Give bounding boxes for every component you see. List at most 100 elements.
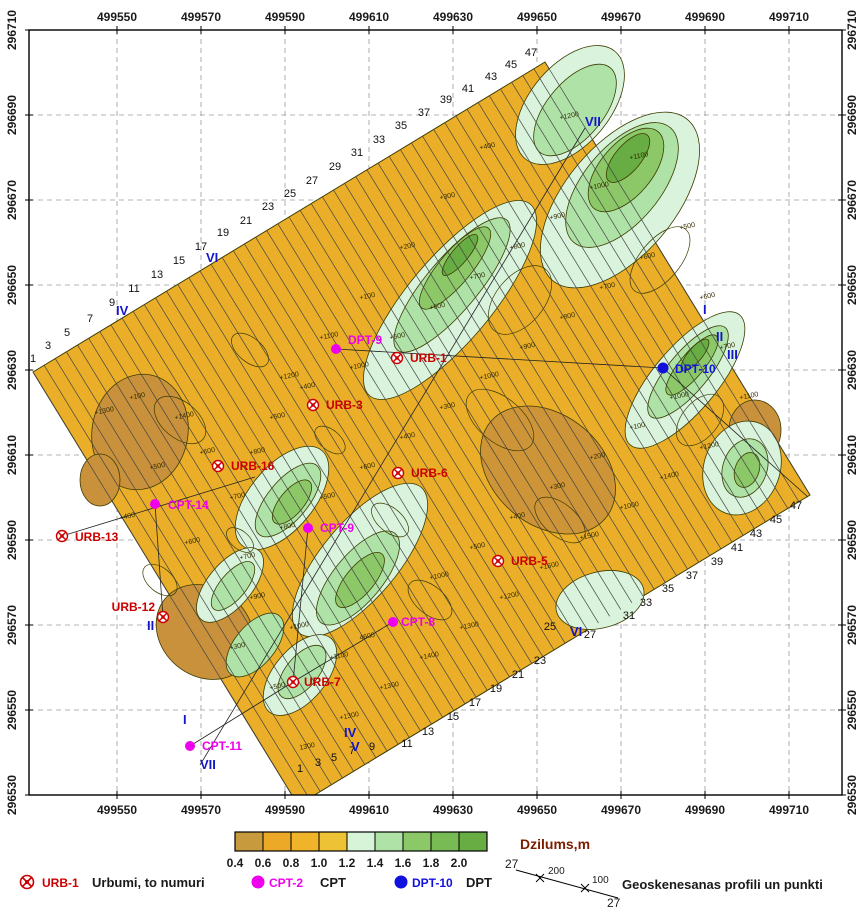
edge-number: 13 (151, 269, 163, 281)
micro-label: +400 (299, 382, 316, 392)
y-axis-label-right: 296530 (845, 775, 859, 815)
micro-label: +100 (629, 422, 646, 432)
plot-border (28, 29, 843, 796)
edge-number: 31 (351, 147, 363, 159)
micro-label: +500 (149, 462, 166, 472)
cpt-marker-icon (388, 617, 398, 627)
edge-number: 47 (525, 47, 537, 59)
colorbar-tick-label: 0.6 (255, 856, 272, 870)
cpt-marker-icon (303, 523, 313, 533)
x-axis-label-bottom: 499550 (97, 803, 137, 817)
micro-label: +600 (429, 302, 446, 312)
roman-numeral: VII (585, 114, 601, 129)
edge-number: 45 (505, 59, 517, 71)
connector-line (335, 348, 664, 369)
connector-line (662, 367, 809, 498)
profile-line (132, 311, 399, 745)
roman-numeral: II (716, 329, 723, 344)
edge-number: 37 (686, 570, 698, 582)
x-axis-label-top: 499690 (685, 10, 725, 24)
x-axis-label-bottom: 499630 (433, 803, 473, 817)
marker-label: DPT-9 (348, 333, 382, 347)
urb-marker-icon (211, 459, 225, 473)
colorbar-cell (234, 831, 264, 852)
colorbar-tick-label: 1.0 (311, 856, 328, 870)
y-axis-label-right: 296630 (845, 350, 859, 390)
marker-label: URB-5 (511, 554, 548, 568)
geoscan-profile-lines (32, 61, 811, 795)
profile-line (144, 304, 410, 738)
edge-number: 33 (373, 134, 385, 146)
micro-label: 4600 (359, 632, 376, 642)
roman-numeral: IV (116, 303, 129, 318)
micro-label: +1300 (339, 711, 360, 722)
legend-urb-icon (19, 874, 35, 890)
edge-number: 11 (128, 283, 139, 295)
micro-label: +1300 (94, 406, 115, 417)
urb-marker-icon (286, 675, 300, 689)
micro-label: +1000 (619, 501, 640, 512)
micro-label: +1200 (499, 591, 520, 602)
edge-number: 9 (109, 297, 115, 309)
marker-label: CPT-11 (202, 739, 242, 753)
micro-label: +1400 (659, 471, 680, 482)
edge-number: 41 (462, 83, 474, 95)
y-axis-label-left: 296650 (5, 265, 19, 305)
edge-number: 29 (329, 161, 341, 173)
colorbar-cell (318, 831, 348, 852)
profile-line (333, 189, 599, 624)
profile-line (110, 324, 377, 759)
urb-marker-icon (156, 610, 170, 624)
marker-label: URB-1 (410, 351, 447, 365)
colorbar-cell (262, 831, 292, 852)
edge-number: 21 (512, 669, 524, 681)
profile-line (355, 176, 622, 610)
micro-label: +1400 (174, 411, 195, 422)
micro-label: +400 (509, 512, 526, 522)
connector-line (189, 681, 294, 747)
micro-label: +1600 (539, 561, 560, 572)
connector-line (199, 127, 586, 766)
station-micro-labels: +1300 +100 +1400 +500 +600 +400 +600 +700 +800 +5… (94, 111, 759, 752)
profile-line (310, 203, 577, 637)
edge-numbers: 1357911131517192123252729313335373941434… (30, 47, 802, 775)
micro-label: +300 (549, 482, 566, 492)
edge-number: 5 (331, 752, 337, 764)
micro-label: +500 (269, 412, 286, 422)
y-axis-label-left: 296570 (5, 605, 19, 645)
micro-label: +500 (679, 222, 696, 232)
micro-label: +400 (119, 512, 136, 522)
y-axis-label-right: 296590 (845, 520, 859, 560)
micro-label: +500 (469, 542, 486, 552)
edge-number: 41 (731, 542, 743, 554)
roman-numeral: I (703, 302, 707, 317)
micro-label: +400 (479, 142, 496, 152)
micro-label: +600 (359, 462, 376, 472)
x-axis-label-top: 499590 (265, 10, 305, 24)
micro-label: +1100 (739, 391, 759, 402)
edge-number: 3 (315, 757, 321, 769)
x-axis-label-bottom: 499590 (265, 803, 305, 817)
x-axis-label-top: 499570 (181, 10, 221, 24)
micro-label: +700 (719, 342, 736, 352)
edge-number: 43 (485, 71, 497, 83)
edge-number: 31 (623, 610, 635, 622)
edge-number: 39 (440, 94, 452, 106)
roman-numeral: V (351, 739, 360, 754)
micro-label: +1000 (669, 391, 690, 402)
legend-urb-desc: Urbumi, to numuri (92, 875, 205, 890)
profile-line (411, 142, 677, 577)
legend-profile-start: 27 (505, 857, 519, 871)
edge-number: 17 (195, 241, 207, 253)
marker-label: CPT-8 (401, 615, 435, 629)
micro-label: +1500 (579, 531, 600, 542)
micro-label: +900 (249, 592, 266, 602)
micro-label: +600 (199, 447, 216, 457)
edge-number: 39 (711, 556, 723, 568)
profile-line (466, 108, 733, 543)
y-axis-label-left: 296610 (5, 435, 19, 475)
legend-cpt-icon (251, 875, 265, 889)
x-axis-label-bottom: 499650 (517, 803, 557, 817)
profile-line (344, 183, 610, 617)
micro-label: +200 (589, 452, 606, 462)
